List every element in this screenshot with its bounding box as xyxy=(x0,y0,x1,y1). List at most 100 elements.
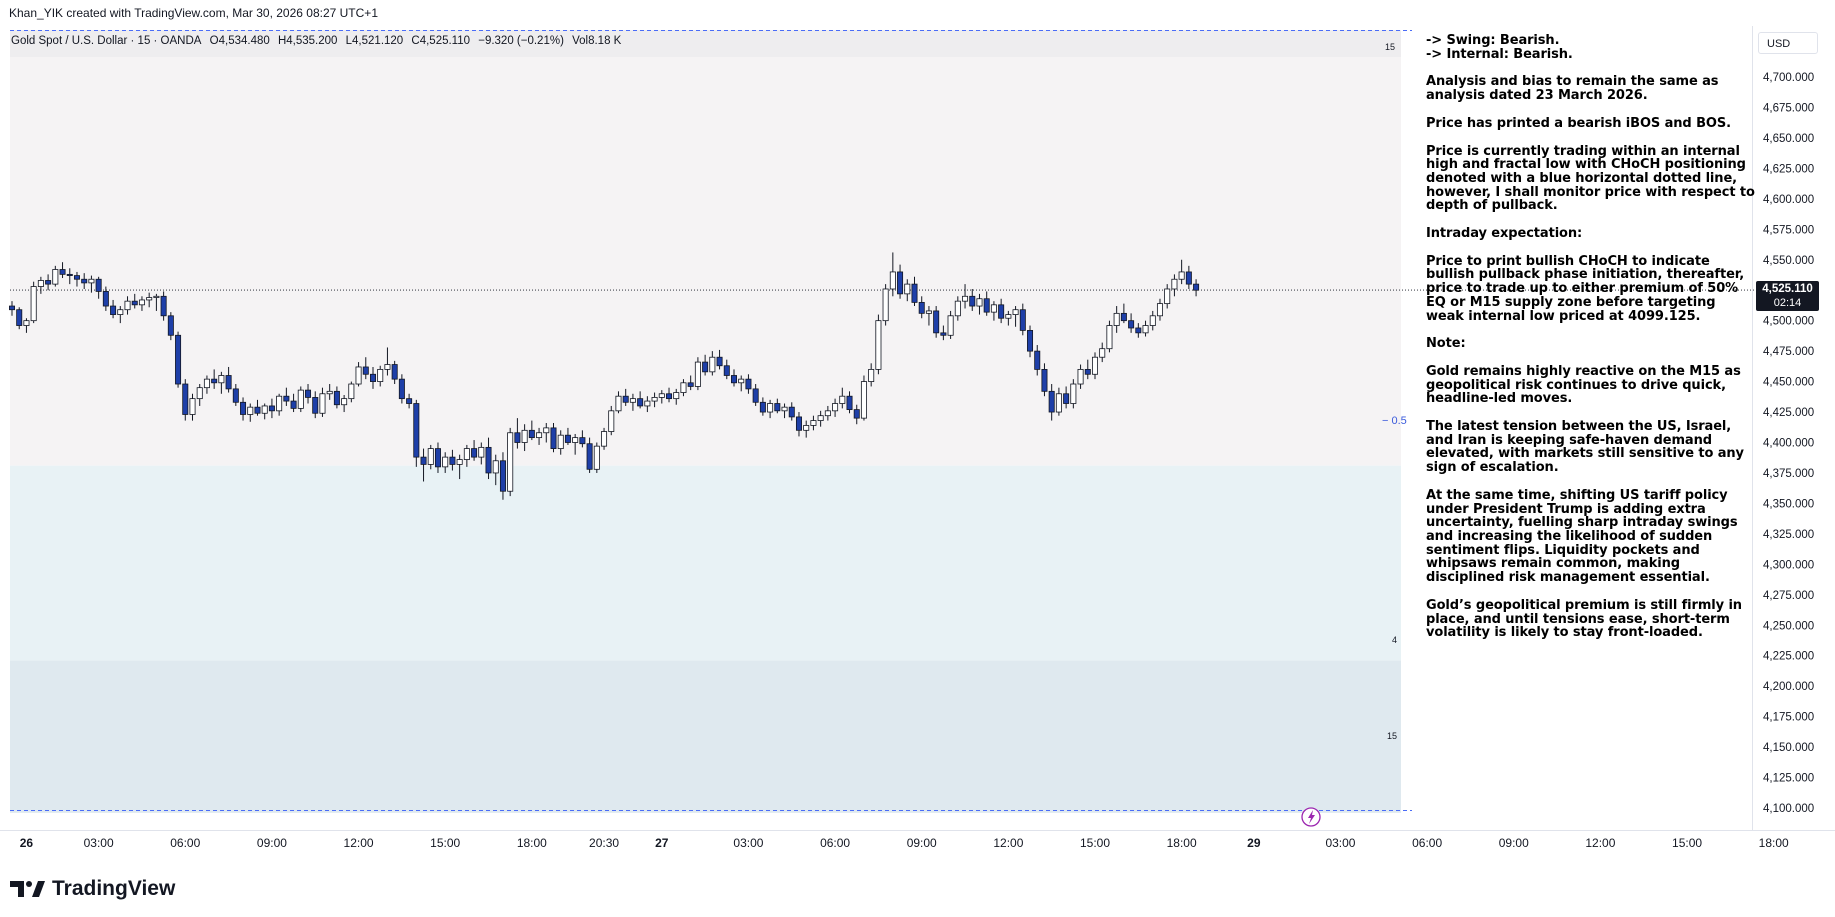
candle[interactable] xyxy=(1113,306,1120,333)
candle[interactable] xyxy=(1164,284,1171,309)
candle[interactable] xyxy=(803,420,810,438)
candle[interactable] xyxy=(572,433,579,455)
candle[interactable] xyxy=(1142,320,1149,337)
candle[interactable] xyxy=(211,369,218,389)
candle[interactable] xyxy=(110,299,117,319)
candle[interactable] xyxy=(918,296,925,319)
candle[interactable] xyxy=(406,393,413,409)
candle[interactable] xyxy=(333,386,340,409)
candle[interactable] xyxy=(240,397,247,421)
candle[interactable] xyxy=(427,444,434,470)
candle[interactable] xyxy=(1027,325,1034,358)
candle[interactable] xyxy=(1034,345,1041,376)
candle[interactable] xyxy=(832,398,839,417)
candle[interactable] xyxy=(925,306,932,326)
candle[interactable] xyxy=(709,351,716,376)
candle[interactable] xyxy=(499,452,506,500)
candle[interactable] xyxy=(629,393,636,411)
candle[interactable] xyxy=(1099,342,1106,363)
candle[interactable] xyxy=(839,387,846,409)
candle[interactable] xyxy=(362,357,369,380)
candle[interactable] xyxy=(261,403,268,420)
currency-selector[interactable]: USD xyxy=(1758,32,1818,54)
candle[interactable] xyxy=(102,286,109,311)
candle[interactable] xyxy=(384,347,391,376)
candle[interactable] xyxy=(904,279,911,302)
candle[interactable] xyxy=(203,375,210,394)
candle[interactable] xyxy=(66,268,73,285)
candle[interactable] xyxy=(810,415,817,431)
candle[interactable] xyxy=(875,314,882,375)
candle[interactable] xyxy=(528,420,535,441)
candle[interactable] xyxy=(853,404,860,425)
candle[interactable] xyxy=(1012,306,1019,327)
candle[interactable] xyxy=(283,387,290,406)
candle[interactable] xyxy=(449,449,456,471)
candle[interactable] xyxy=(622,388,629,406)
candle[interactable] xyxy=(601,427,608,450)
candle[interactable] xyxy=(1135,323,1142,338)
candle[interactable] xyxy=(860,375,867,421)
candle[interactable] xyxy=(1106,320,1113,353)
candle[interactable] xyxy=(81,273,88,289)
candle[interactable] xyxy=(550,423,557,453)
candle[interactable] xyxy=(434,442,441,473)
candle[interactable] xyxy=(1185,265,1192,289)
candle[interactable] xyxy=(146,292,153,308)
candle[interactable] xyxy=(95,276,102,299)
candle[interactable] xyxy=(52,265,59,287)
candle[interactable] xyxy=(579,430,586,448)
candle[interactable] xyxy=(73,271,80,287)
candle[interactable] xyxy=(1055,387,1062,416)
candle[interactable] xyxy=(759,397,766,416)
candle[interactable] xyxy=(1063,386,1070,409)
candle[interactable] xyxy=(232,384,239,406)
candle[interactable] xyxy=(1128,313,1135,333)
candle[interactable] xyxy=(615,391,622,414)
candle[interactable] xyxy=(182,379,189,421)
candle[interactable] xyxy=(175,331,182,388)
candle[interactable] xyxy=(420,448,427,482)
candle[interactable] xyxy=(348,381,355,403)
candle[interactable] xyxy=(651,392,658,408)
candle[interactable] xyxy=(933,306,940,338)
candle[interactable] xyxy=(1171,274,1178,297)
candle[interactable] xyxy=(254,399,261,416)
candle[interactable] xyxy=(442,452,449,473)
candle[interactable] xyxy=(745,374,752,394)
candle[interactable] xyxy=(341,394,348,413)
candle[interactable] xyxy=(644,396,651,413)
candle[interactable] xyxy=(167,312,174,341)
candle[interactable] xyxy=(564,427,571,445)
candle[interactable] xyxy=(247,403,254,422)
candle[interactable] xyxy=(767,399,774,419)
candle[interactable] xyxy=(276,393,283,416)
candle[interactable] xyxy=(463,444,470,467)
candle[interactable] xyxy=(1005,310,1012,326)
candle[interactable] xyxy=(1070,379,1077,409)
candle[interactable] xyxy=(1077,364,1084,389)
candle[interactable] xyxy=(218,371,225,394)
candle[interactable] xyxy=(658,390,665,404)
candle[interactable] xyxy=(702,354,709,376)
candle[interactable] xyxy=(990,301,997,321)
candle[interactable] xyxy=(160,291,167,321)
candle[interactable] xyxy=(225,366,232,393)
candle[interactable] xyxy=(37,276,44,294)
candle[interactable] xyxy=(478,442,485,465)
candle[interactable] xyxy=(882,284,889,326)
candle[interactable] xyxy=(59,262,66,279)
candle[interactable] xyxy=(492,454,499,486)
candle[interactable] xyxy=(485,437,492,480)
candle[interactable] xyxy=(680,379,687,397)
candle[interactable] xyxy=(666,387,673,403)
candle[interactable] xyxy=(543,423,550,443)
candle[interactable] xyxy=(319,387,326,417)
candle[interactable] xyxy=(355,362,362,387)
candle[interactable] xyxy=(268,398,275,419)
candle[interactable] xyxy=(738,375,745,392)
candle[interactable] xyxy=(586,437,593,473)
candle[interactable] xyxy=(716,349,723,370)
candle[interactable] xyxy=(781,403,788,419)
candle[interactable] xyxy=(824,405,831,421)
